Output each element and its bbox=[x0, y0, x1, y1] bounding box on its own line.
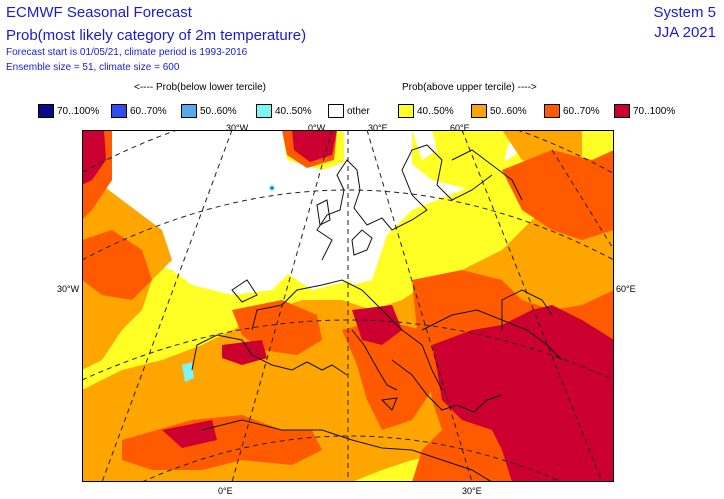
lon-label-left: 30°W bbox=[57, 284, 80, 294]
legend-item: 70..100% bbox=[614, 103, 675, 119]
legend-swatch bbox=[614, 104, 630, 118]
legend-swatch bbox=[181, 104, 197, 118]
prob-below-60-70-spot bbox=[270, 186, 274, 190]
legend-swatch bbox=[471, 104, 487, 118]
legend-item: 40..50% bbox=[398, 103, 454, 119]
legend-item: 50..60% bbox=[181, 103, 237, 119]
lon-label-top: 0°W bbox=[308, 123, 326, 133]
legend-item-label: 60..70% bbox=[130, 105, 167, 117]
map-subtitle: Prob(most likely category of 2m temperat… bbox=[6, 27, 307, 44]
prob-above-70-100-region bbox=[82, 130, 614, 482]
legend-item-label: other bbox=[347, 105, 370, 117]
legend-item-label: 50..60% bbox=[490, 105, 527, 117]
legend-item-label: 70..100% bbox=[633, 105, 676, 117]
legend-item: 40..50% bbox=[256, 103, 312, 119]
legend-item: 60..70% bbox=[544, 103, 600, 119]
legend-item-label: 40..50% bbox=[275, 105, 312, 117]
forecast-info: Forecast start is 01/05/21, climate peri… bbox=[6, 47, 248, 58]
legend-item: 60..70% bbox=[111, 103, 167, 119]
forecast-map bbox=[82, 130, 614, 482]
lon-label-right: 60°E bbox=[616, 284, 636, 294]
map-title: ECMWF Seasonal Forecast bbox=[6, 4, 192, 21]
lon-label-top: 60°E bbox=[450, 123, 470, 133]
map-graticule bbox=[82, 130, 614, 482]
legend-item-label: 40..50% bbox=[417, 105, 454, 117]
ensemble-info: Ensemble size = 51, climate size = 600 bbox=[6, 62, 180, 73]
map-frame bbox=[82, 130, 614, 482]
legend-above-label: Prob(above upper tercile) ----> bbox=[402, 82, 537, 93]
legend-item-label: 60..70% bbox=[563, 105, 600, 117]
legend-swatch bbox=[328, 104, 344, 118]
season-label: JJA 2021 bbox=[654, 24, 716, 41]
legend-item-label: 50..60% bbox=[200, 105, 237, 117]
legend-swatch bbox=[256, 104, 272, 118]
legend-swatch bbox=[544, 104, 560, 118]
legend-item: 70..100% bbox=[38, 103, 99, 119]
legend-item: 50..60% bbox=[471, 103, 527, 119]
system-label: System 5 bbox=[653, 4, 716, 21]
legend-item-label: 70..100% bbox=[57, 105, 100, 117]
legend-swatch bbox=[111, 104, 127, 118]
lon-label-bottom: 30°E bbox=[462, 486, 482, 496]
legend-swatch bbox=[398, 104, 414, 118]
lon-label-bottom: 0°E bbox=[218, 486, 233, 496]
legend-below-label: <---- Prob(below lower tercile) bbox=[134, 82, 266, 93]
lon-label-top: 30°E bbox=[368, 123, 388, 133]
lon-label-top: 30°W bbox=[226, 123, 249, 133]
legend-swatch bbox=[38, 104, 54, 118]
coastlines bbox=[191, 144, 563, 482]
legend-item: other bbox=[328, 103, 370, 119]
